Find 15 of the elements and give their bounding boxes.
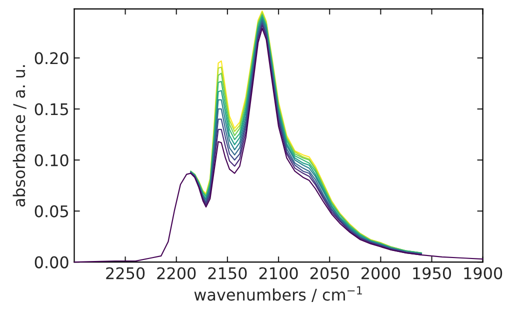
x-tick-label: 2150: [208, 267, 247, 280]
y-tick-label: 0.15: [34, 103, 68, 116]
y-axis-title: absorbance / a. u.: [12, 65, 26, 207]
y-tick-label: 0.05: [34, 205, 68, 218]
x-axis-title: wavenumbers / cm$^{−1}$: [194, 286, 362, 302]
x-tick-label: 2000: [362, 267, 400, 280]
y-tick-label: 0.10: [34, 154, 68, 166]
x-tick-label: 2250: [106, 267, 145, 280]
y-tick-label: 0.20: [34, 52, 68, 64]
x-tick-label: 2200: [157, 267, 196, 280]
x-tick-label: 1900: [464, 267, 502, 280]
x-tick-label: 1950: [413, 267, 452, 280]
x-tick-label: 2050: [310, 267, 349, 280]
x-tick-label: 2100: [259, 267, 298, 280]
y-tick-label: 0.00: [34, 256, 68, 268]
